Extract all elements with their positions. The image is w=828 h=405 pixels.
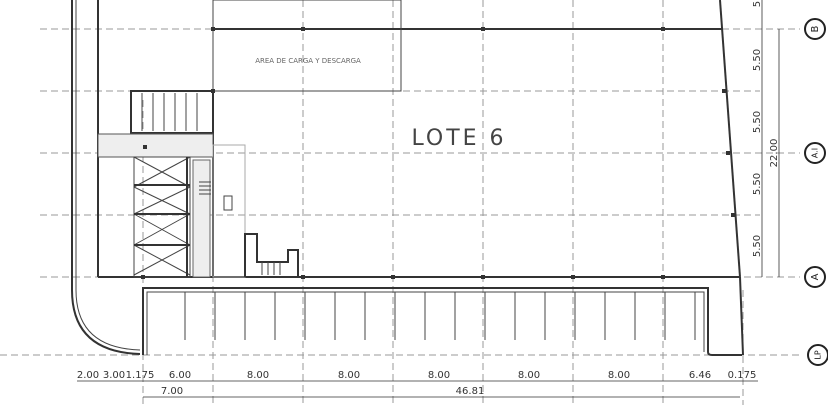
area-label: AREA DE CARGA Y DESCARGA (255, 57, 361, 65)
service-block (97, 90, 299, 278)
lot-label: LOTE 6 (411, 126, 506, 151)
dimension-label: 3.00 (103, 370, 125, 381)
dimension-label: 7.00 (161, 386, 183, 397)
dimension-label: 5.50 (752, 235, 763, 257)
dimension-total: 22.00 (769, 139, 780, 168)
grid-axis-label: B (810, 25, 821, 32)
dimension-label: 5.50 (752, 173, 763, 195)
dimension-label: 6.46 (689, 370, 711, 381)
dimension-label: 8.00 (428, 370, 450, 381)
dimension-label: 8.00 (518, 370, 540, 381)
dimension-label: 8.00 (247, 370, 269, 381)
grid-axis-label: LP (814, 350, 823, 359)
dimension-label: 8.00 (608, 370, 630, 381)
dimension-label: 8.00 (338, 370, 360, 381)
dimension-label: 6.00 (169, 370, 191, 381)
dimension-label: 0.175 (728, 370, 757, 381)
dimension-label: 46.81 (456, 386, 485, 397)
column-markers (141, 27, 735, 279)
dimension-label: 2.00 (77, 370, 99, 381)
dimension-label: 5.50 (752, 111, 763, 133)
right-dimensions: 5 5.50 5.50 5.50 5.50 22.00 (752, 0, 780, 277)
parking-area (142, 287, 742, 356)
grid-bubbles: B A.I A LP (804, 18, 828, 366)
dimension-label: 5 (752, 1, 763, 7)
dimension-label: 1.175 (126, 370, 155, 381)
grid-lines (0, 0, 800, 405)
bottom-dimensions: 2.00 3.00 1.175 6.00 8.00 8.00 8.00 8.00… (77, 370, 758, 398)
dimension-label: 5.50 (752, 49, 763, 71)
grid-axis-label: A.I (811, 148, 820, 158)
grid-axis-label: A (810, 273, 821, 280)
